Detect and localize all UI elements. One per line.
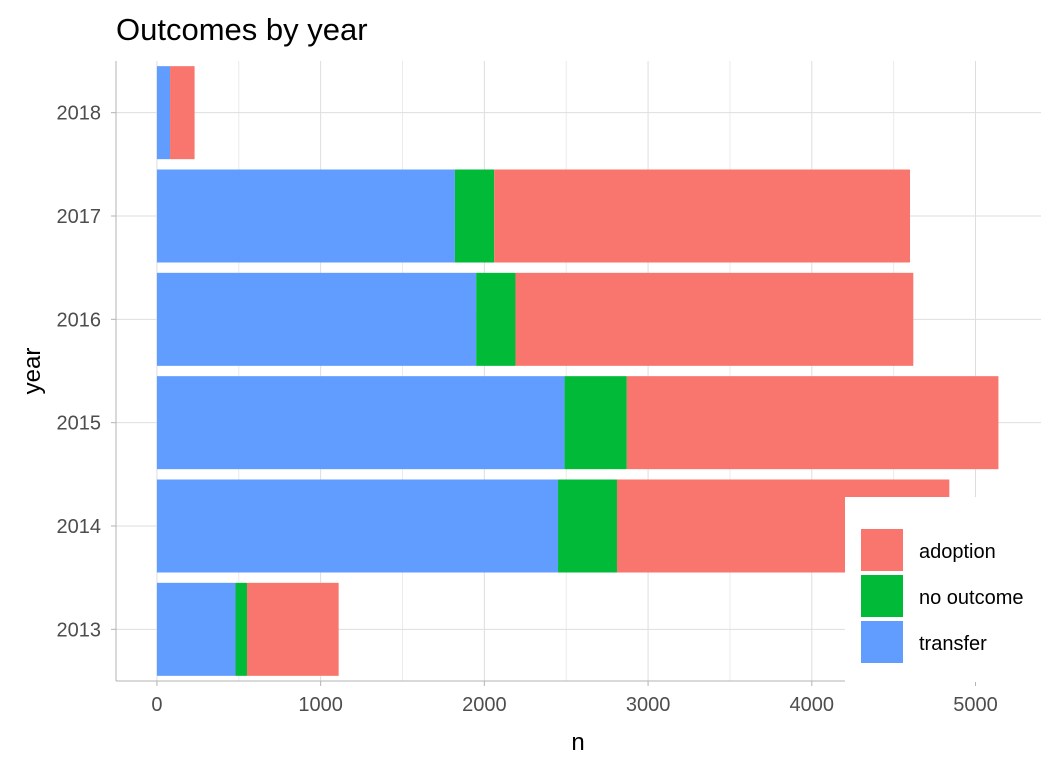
bar-adoption-2015 bbox=[626, 376, 999, 470]
x-tick-label: 4000 bbox=[790, 694, 835, 716]
y-tick-label-2016: 2016 bbox=[57, 309, 102, 331]
bar-transfer-2017 bbox=[156, 169, 455, 263]
bar-no-outcome-2013 bbox=[235, 582, 247, 676]
bar-transfer-2016 bbox=[156, 272, 477, 366]
bar-transfer-2015 bbox=[156, 376, 565, 470]
y-tick-label-2015: 2015 bbox=[57, 413, 102, 435]
axes: 0 1000 2000 3000 4000 5000 2013 2014 2015 2016 201… bbox=[57, 61, 1041, 716]
bar-adoption-2016 bbox=[515, 272, 914, 366]
y-tick-label-2013: 2013 bbox=[57, 619, 102, 641]
bar-transfer-2014 bbox=[156, 479, 559, 573]
x-tick-label: 5000 bbox=[953, 694, 998, 716]
bar-no-outcome-2016 bbox=[476, 272, 516, 366]
bar-adoption-2018 bbox=[170, 66, 195, 160]
legend-key-no-outcome bbox=[861, 575, 903, 617]
bar-adoption-2013 bbox=[246, 582, 339, 676]
x-tick-label: 2000 bbox=[462, 694, 507, 716]
legend-label-adoption: adoption bbox=[919, 541, 996, 563]
x-tick-label: 1000 bbox=[298, 694, 343, 716]
x-tick-label: 3000 bbox=[626, 694, 671, 716]
bar-no-outcome-2017 bbox=[454, 169, 495, 263]
legend: adoption no outcome transfer bbox=[845, 497, 1056, 682]
y-tick-label-2017: 2017 bbox=[57, 206, 102, 228]
y-tick-label-2018: 2018 bbox=[57, 103, 102, 125]
x-tick-label: 0 bbox=[151, 694, 162, 716]
legend-label-transfer: transfer bbox=[919, 633, 987, 655]
y-tick-label-2014: 2014 bbox=[57, 516, 102, 538]
bar-no-outcome-2014 bbox=[558, 479, 617, 573]
legend-key-transfer bbox=[861, 621, 903, 663]
chart-title: Outcomes by year bbox=[116, 12, 368, 47]
legend-label-no-outcome: no outcome bbox=[919, 587, 1024, 609]
bar-transfer-2018 bbox=[156, 66, 171, 160]
bar-transfer-2013 bbox=[156, 582, 236, 676]
bars bbox=[156, 66, 999, 676]
legend-key-adoption bbox=[861, 529, 903, 571]
x-axis-title: n bbox=[571, 729, 584, 756]
bar-no-outcome-2015 bbox=[564, 376, 627, 470]
y-axis-title: year bbox=[19, 348, 46, 395]
bar-adoption-2017 bbox=[494, 169, 911, 263]
